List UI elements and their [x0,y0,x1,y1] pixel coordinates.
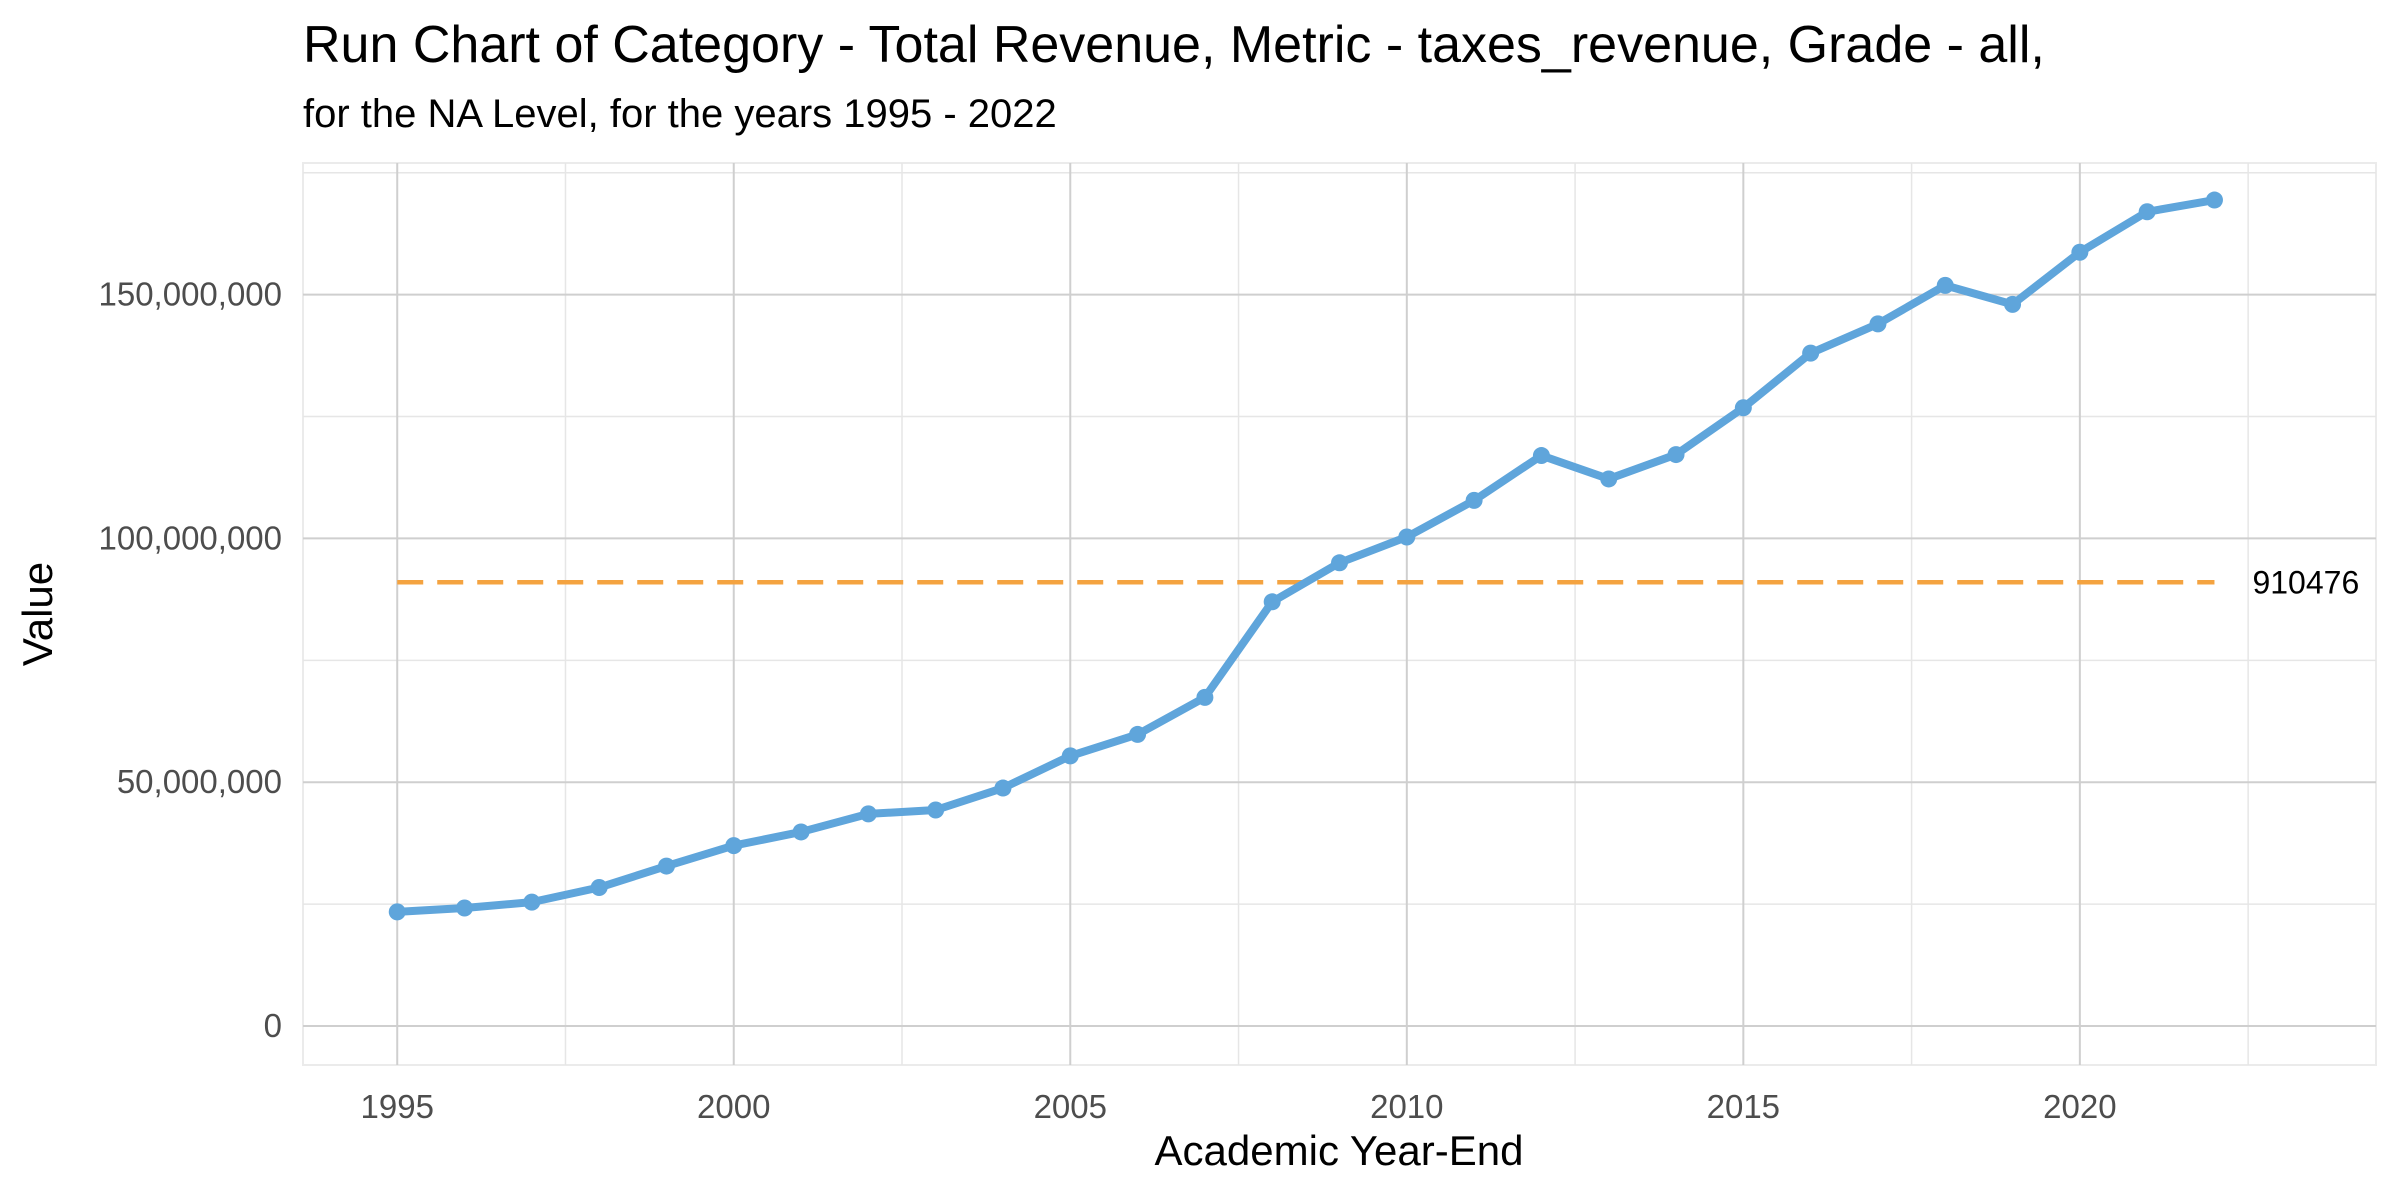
data-point [792,823,810,841]
data-point [1465,491,1483,509]
x-axis-title: Academic Year-End [1155,1127,1524,1174]
data-point [456,899,474,917]
x-tick-label: 2020 [2043,1088,2116,1125]
x-tick-label: 2015 [1707,1088,1780,1125]
data-point [1936,276,1954,294]
x-tick-label: 1995 [361,1088,434,1125]
x-tick-label: 2000 [697,1088,770,1125]
y-tick-label: 0 [264,1007,282,1044]
data-point [2138,203,2156,221]
y-tick-label: 150,000,000 [98,276,282,313]
data-point [859,805,877,823]
data-point [2071,243,2089,261]
series-group [388,191,2223,921]
median-value-label: 910476 [2252,564,2359,600]
data-point [657,857,675,875]
series-line [393,196,2219,916]
reference-line-group: 910476 [397,564,2359,600]
data-point [1061,747,1079,765]
data-point [1869,315,1887,333]
data-point [388,903,406,921]
data-point [927,801,945,819]
y-tick-label: 100,000,000 [98,519,282,556]
data-point [1129,725,1147,743]
data-point [2004,295,2022,313]
data-point [1532,447,1550,465]
y-axis-title: Value [14,562,61,666]
data-point [523,893,541,911]
tick-labels: 1995 2000 2005 2010 2015 2020 0 50,000,000 100,0… [98,276,2116,1125]
data-point [1331,554,1348,572]
x-tick-label: 2010 [1370,1088,1443,1125]
data-point [1734,399,1752,417]
data-point [1398,528,1416,546]
plot-panel [302,162,2377,1066]
chart-title: Run Chart of Category - Total Revenue, M… [303,16,2045,74]
data-point [994,779,1012,797]
data-point [1667,446,1685,464]
data-point [590,879,608,897]
data-point [2205,191,2223,209]
grid [303,163,2376,1065]
data-point [725,837,743,855]
chart-subtitle: for the NA Level, for the years 1995 - 2… [303,92,1057,136]
data-point [1263,593,1281,611]
data-point [1196,688,1214,706]
data-point [1802,344,1820,362]
y-tick-label: 50,000,000 [117,763,282,800]
x-tick-label: 2005 [1034,1088,1107,1125]
data-point [1600,470,1618,488]
